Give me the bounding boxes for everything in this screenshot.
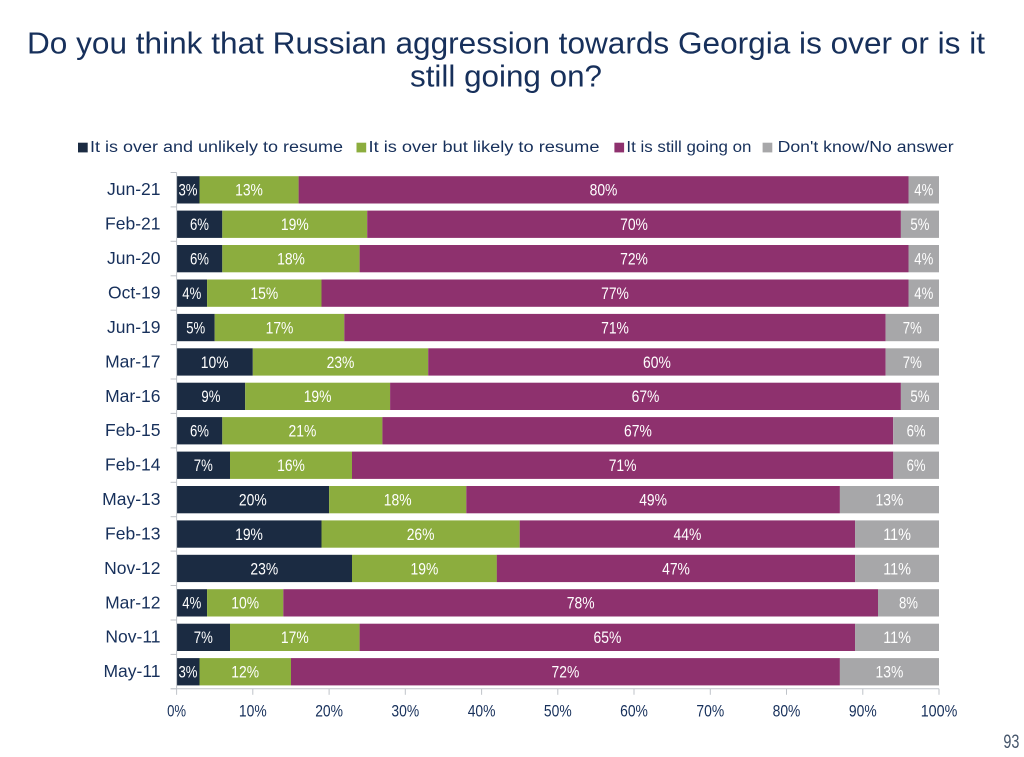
svg-text:May-13: May-13	[102, 489, 160, 509]
svg-text:15%: 15%	[250, 284, 278, 303]
svg-text:44%: 44%	[674, 525, 702, 544]
svg-text:Feb-15: Feb-15	[105, 420, 160, 440]
svg-text:71%: 71%	[601, 318, 629, 337]
svg-text:10%: 10%	[231, 594, 259, 613]
svg-text:May-11: May-11	[103, 661, 160, 681]
svg-text:Jun-20: Jun-20	[107, 248, 161, 268]
svg-text:30%: 30%	[391, 701, 419, 720]
svg-text:7%: 7%	[194, 456, 213, 475]
svg-text:9%: 9%	[201, 387, 220, 406]
svg-text:Jun-19: Jun-19	[107, 317, 161, 337]
svg-text:6%: 6%	[190, 250, 209, 269]
svg-text:50%: 50%	[544, 701, 572, 720]
svg-text:It is still going on: It is still going on	[626, 139, 751, 156]
svg-text:3%: 3%	[179, 663, 198, 682]
svg-text:40%: 40%	[468, 701, 496, 720]
svg-text:12%: 12%	[231, 663, 259, 682]
svg-text:11%: 11%	[883, 559, 911, 578]
svg-text:4%: 4%	[914, 250, 933, 269]
svg-text:11%: 11%	[883, 525, 911, 544]
svg-text:Nov-12: Nov-12	[104, 558, 160, 578]
svg-text:77%: 77%	[601, 284, 629, 303]
svg-text:Nov-11: Nov-11	[105, 627, 160, 647]
svg-text:0%: 0%	[167, 701, 186, 720]
svg-text:Mar-17: Mar-17	[105, 351, 160, 371]
svg-text:4%: 4%	[914, 181, 933, 200]
svg-text:20%: 20%	[239, 490, 267, 509]
svg-text:71%: 71%	[609, 456, 637, 475]
svg-text:Oct-19: Oct-19	[108, 283, 161, 303]
svg-text:Feb-14: Feb-14	[105, 455, 161, 475]
svg-text:Do you think that Russian aggr: Do you think that Russian aggression tow…	[27, 26, 985, 61]
svg-text:70%: 70%	[620, 215, 648, 234]
svg-text:5%: 5%	[910, 387, 929, 406]
svg-text:17%: 17%	[266, 318, 294, 337]
svg-text:Mar-12: Mar-12	[105, 592, 160, 612]
svg-text:6%: 6%	[907, 456, 926, 475]
svg-text:10%: 10%	[239, 701, 267, 720]
svg-text:72%: 72%	[620, 250, 648, 269]
svg-text:70%: 70%	[696, 701, 724, 720]
svg-text:90%: 90%	[849, 701, 877, 720]
svg-text:60%: 60%	[643, 353, 671, 372]
svg-text:60%: 60%	[620, 701, 648, 720]
svg-text:19%: 19%	[304, 387, 332, 406]
svg-text:6%: 6%	[190, 215, 209, 234]
svg-text:26%: 26%	[407, 525, 435, 544]
svg-text:18%: 18%	[277, 250, 305, 269]
svg-text:23%: 23%	[250, 559, 278, 578]
svg-text:6%: 6%	[907, 422, 926, 441]
svg-text:Mar-16: Mar-16	[105, 386, 160, 406]
svg-text:7%: 7%	[903, 353, 922, 372]
svg-text:49%: 49%	[639, 490, 667, 509]
svg-text:6%: 6%	[190, 422, 209, 441]
svg-text:67%: 67%	[624, 422, 652, 441]
svg-text:16%: 16%	[277, 456, 305, 475]
svg-text:still going on?: still going on?	[410, 59, 602, 94]
svg-text:19%: 19%	[235, 525, 263, 544]
svg-text:80%: 80%	[590, 181, 618, 200]
svg-text:13%: 13%	[235, 181, 263, 200]
svg-text:5%: 5%	[186, 318, 205, 337]
svg-text:19%: 19%	[411, 559, 439, 578]
svg-text:13%: 13%	[876, 663, 904, 682]
svg-text:7%: 7%	[903, 318, 922, 337]
svg-text:It is over and unlikely to res: It is over and unlikely to resume	[90, 139, 343, 156]
svg-text:It is over but likely to resum: It is over but likely to resume	[369, 139, 600, 156]
svg-text:47%: 47%	[662, 559, 690, 578]
svg-text:20%: 20%	[315, 701, 343, 720]
svg-text:4%: 4%	[182, 284, 201, 303]
svg-text:11%: 11%	[883, 628, 911, 647]
svg-text:7%: 7%	[194, 628, 213, 647]
svg-text:23%: 23%	[327, 353, 355, 372]
svg-text:72%: 72%	[552, 663, 580, 682]
svg-text:65%: 65%	[594, 628, 622, 647]
svg-text:19%: 19%	[281, 215, 309, 234]
svg-text:67%: 67%	[632, 387, 660, 406]
svg-text:13%: 13%	[876, 490, 904, 509]
svg-text:Feb-21: Feb-21	[105, 214, 160, 234]
svg-text:18%: 18%	[384, 490, 412, 509]
svg-text:10%: 10%	[201, 353, 229, 372]
svg-text:5%: 5%	[910, 215, 929, 234]
svg-text:21%: 21%	[289, 422, 317, 441]
svg-text:93: 93	[1003, 732, 1019, 752]
svg-text:80%: 80%	[773, 701, 801, 720]
svg-text:100%: 100%	[921, 701, 958, 720]
svg-text:3%: 3%	[179, 181, 198, 200]
svg-text:78%: 78%	[567, 594, 595, 613]
svg-text:Feb-13: Feb-13	[105, 524, 160, 544]
svg-text:Don't know/No answer: Don't know/No answer	[778, 139, 954, 156]
svg-text:8%: 8%	[899, 594, 918, 613]
svg-text:17%: 17%	[281, 628, 309, 647]
svg-text:4%: 4%	[914, 284, 933, 303]
svg-text:Jun-21: Jun-21	[107, 179, 161, 199]
svg-text:4%: 4%	[182, 594, 201, 613]
